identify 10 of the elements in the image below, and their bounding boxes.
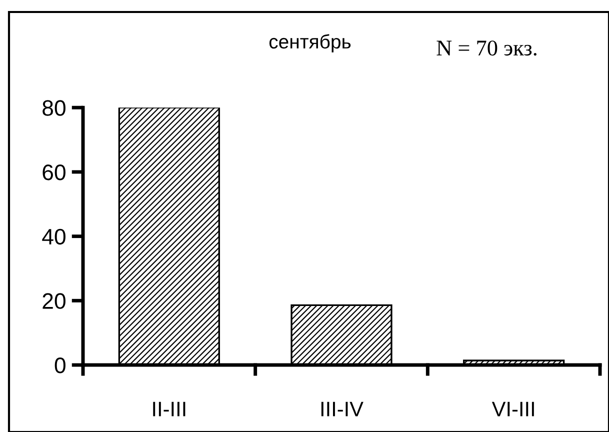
x-tick-label: II-III <box>153 402 186 416</box>
y-tick-label: 20 <box>42 293 66 309</box>
y-tick-label: 40 <box>42 228 66 245</box>
y-tick-label: 0 <box>54 358 66 374</box>
x-tick-label: VI-III <box>492 402 534 416</box>
text: N = 70 экз. <box>436 40 536 56</box>
y-tick-label: 80 <box>42 100 66 116</box>
y-tick-label: 60 <box>42 164 66 180</box>
chart-title: сентябрь <box>269 34 351 52</box>
x-tick-label: III-IV <box>321 402 364 416</box>
